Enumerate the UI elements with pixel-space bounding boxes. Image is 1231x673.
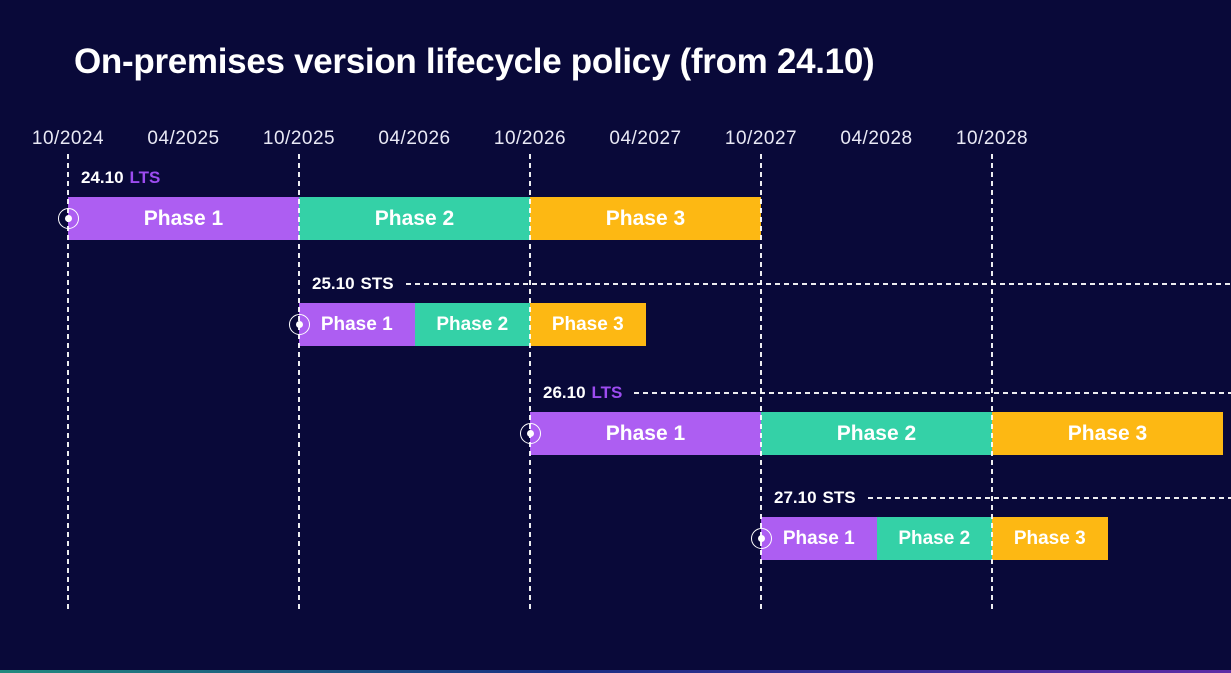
dashed-guide-line bbox=[634, 392, 1231, 394]
bottom-accent-bar bbox=[0, 670, 1231, 673]
axis-tick-label: 10/2024 bbox=[31, 128, 105, 149]
dashed-guide-line bbox=[867, 497, 1231, 499]
version-number: 24.10 bbox=[81, 168, 124, 187]
axis-tick-label: 04/2027 bbox=[609, 128, 682, 149]
lifecycle-bar: Phase 1 Phase 2 Phase 3 bbox=[299, 303, 646, 346]
release-marker-icon bbox=[519, 423, 541, 444]
version-number: 25.10 bbox=[312, 274, 355, 293]
axis-tick-label: 10/2025 bbox=[262, 128, 336, 149]
phase-segment: Phase 2 bbox=[761, 412, 992, 455]
page-title: On-premises version lifecycle policy (fr… bbox=[74, 42, 875, 81]
lifecycle-bar: Phase 1 Phase 2 Phase 3 bbox=[530, 412, 1223, 455]
release-marker-icon bbox=[288, 314, 310, 335]
phase-segment: Phase 3 bbox=[992, 517, 1108, 560]
phase-segment: Phase 2 bbox=[414, 303, 530, 346]
phase-segment: Phase 3 bbox=[530, 303, 646, 346]
channel-badge: LTS bbox=[591, 383, 623, 402]
version-number: 27.10 bbox=[774, 488, 817, 507]
version-label-row: 27.10 STS bbox=[774, 488, 1231, 508]
vertical-gridline bbox=[298, 154, 300, 612]
axis-tick-label: 10/2026 bbox=[493, 128, 567, 149]
dashed-guide-line bbox=[405, 283, 1231, 285]
phase-segment: Phase 1 bbox=[299, 303, 415, 346]
axis-tick-label: 10/2027 bbox=[724, 128, 798, 149]
vertical-gridline bbox=[991, 154, 993, 612]
phase-segment: Phase 1 bbox=[530, 412, 761, 455]
phase-segment: Phase 2 bbox=[299, 197, 530, 240]
axis-tick-label: 04/2026 bbox=[378, 128, 451, 149]
release-marker-icon bbox=[57, 208, 79, 229]
phase-segment: Phase 2 bbox=[876, 517, 992, 560]
lifecycle-bar: Phase 1 Phase 2 Phase 3 bbox=[761, 517, 1108, 560]
axis-tick-label: 04/2028 bbox=[840, 128, 913, 149]
phase-segment: Phase 3 bbox=[992, 412, 1223, 455]
phase-segment: Phase 1 bbox=[761, 517, 877, 560]
version-label-row: 26.10 LTS bbox=[543, 383, 1231, 403]
vertical-gridline bbox=[67, 154, 69, 612]
lifecycle-bar: Phase 1 Phase 2 Phase 3 bbox=[68, 197, 761, 240]
channel-badge: STS bbox=[360, 274, 394, 293]
phase-segment: Phase 3 bbox=[530, 197, 761, 240]
vertical-gridline bbox=[760, 154, 762, 612]
phase-segment: Phase 1 bbox=[68, 197, 299, 240]
axis-tick-label: 10/2028 bbox=[955, 128, 1029, 149]
vertical-gridline bbox=[529, 154, 531, 612]
version-label-row: 25.10 STS bbox=[312, 274, 1231, 294]
channel-badge: STS bbox=[822, 488, 856, 507]
release-marker-icon bbox=[750, 528, 772, 549]
axis-tick-label: 04/2025 bbox=[147, 128, 220, 149]
channel-badge: LTS bbox=[129, 168, 161, 187]
version-label-row: 24.10 LTS bbox=[81, 168, 1231, 188]
version-number: 26.10 bbox=[543, 383, 586, 402]
